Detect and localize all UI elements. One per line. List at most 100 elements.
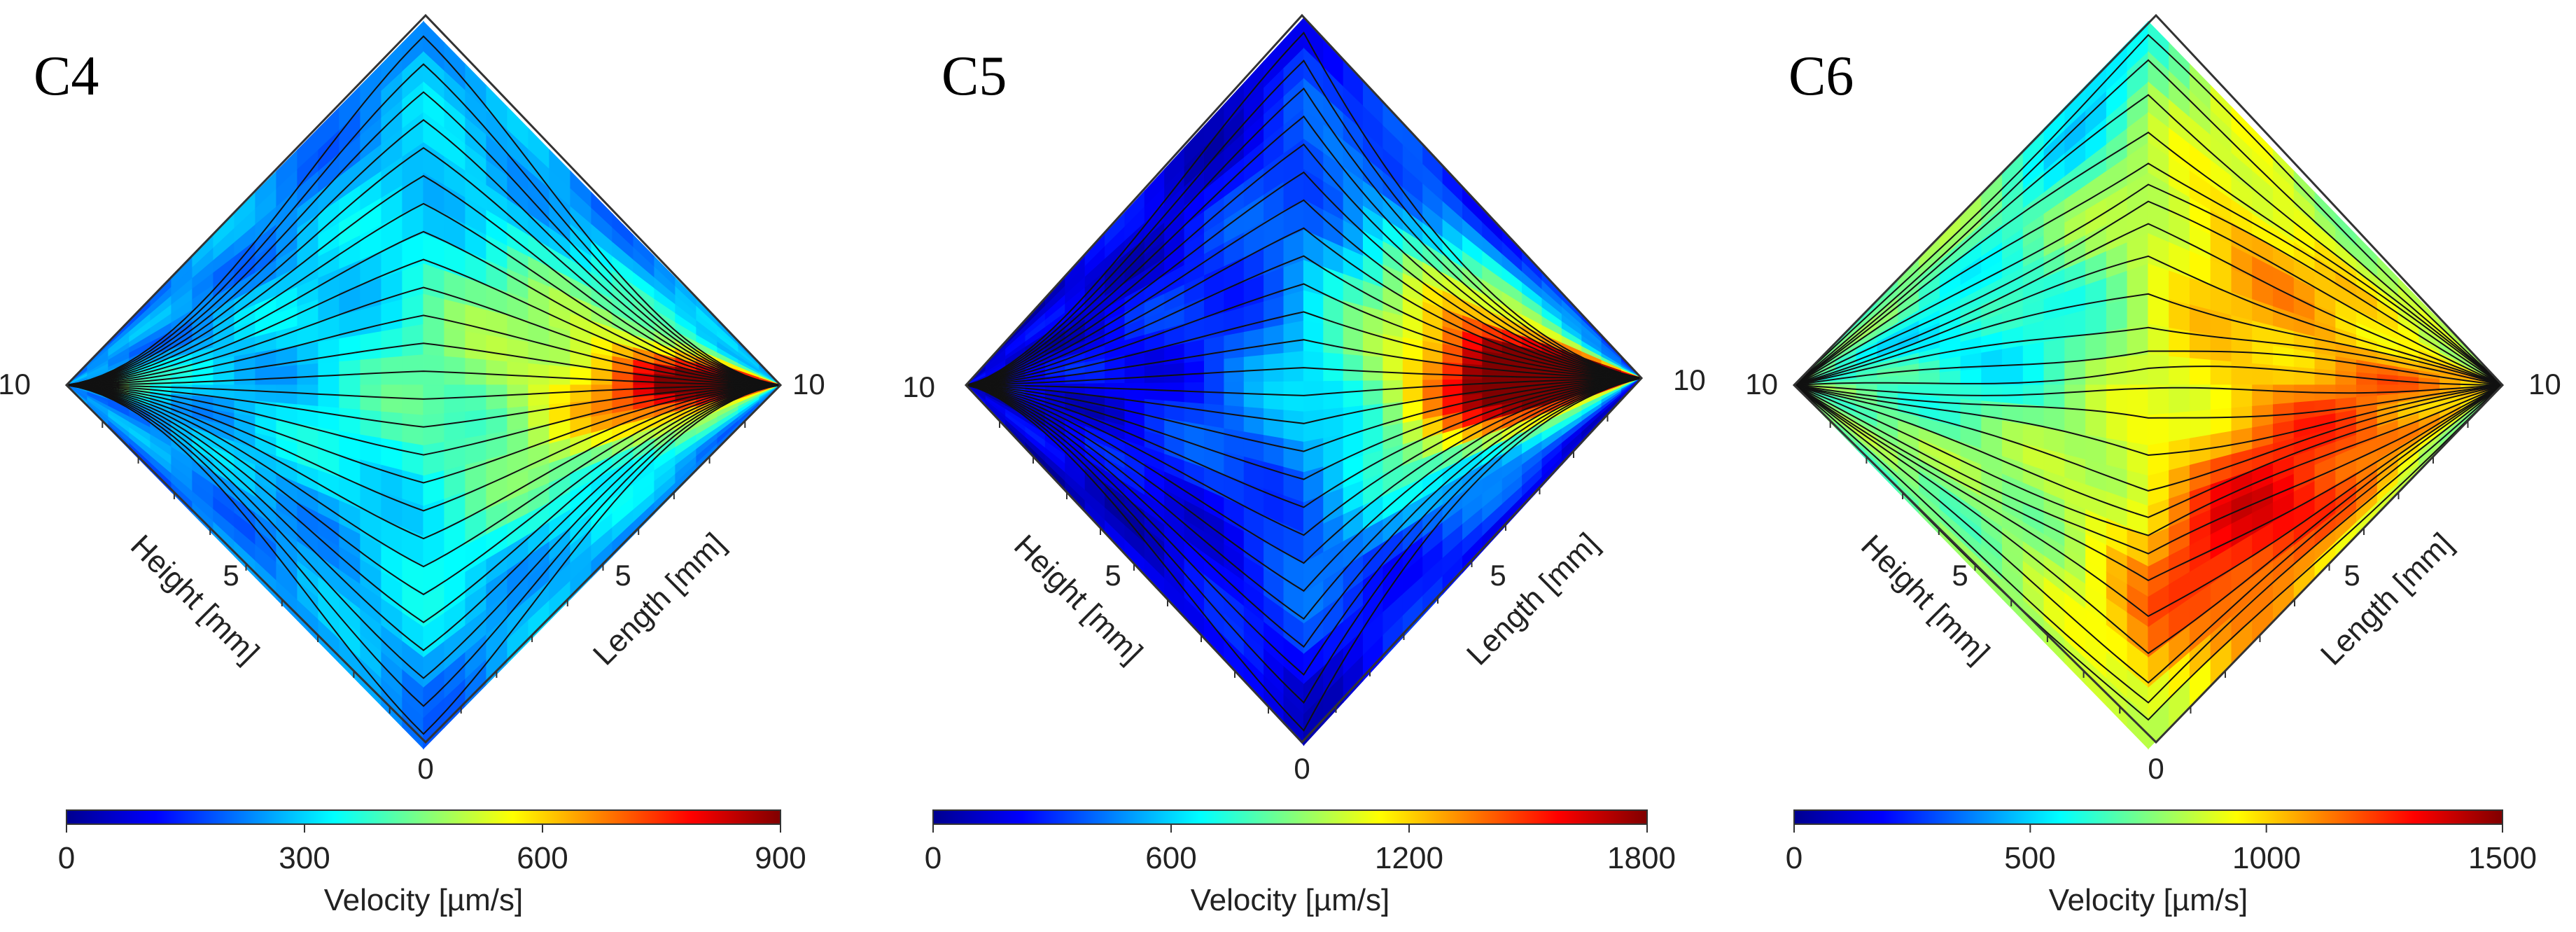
heatmap-cell xyxy=(381,384,403,415)
heatmap-cell xyxy=(360,409,382,440)
heatmap-cell xyxy=(2189,358,2211,386)
heatmap-cell xyxy=(381,411,403,443)
heatmap-cell xyxy=(1323,324,1344,355)
heatmap-cell xyxy=(2127,441,2149,477)
axis-tick-marks xyxy=(999,415,1609,714)
heatmap-cell xyxy=(1343,327,1364,357)
heatmap-cell xyxy=(2043,338,2066,365)
heatmap-cell xyxy=(465,331,487,361)
colorbar-tick-label: 300 xyxy=(279,841,330,875)
streamlines xyxy=(965,32,1642,732)
streamline xyxy=(66,384,781,456)
heatmap-cell xyxy=(507,361,529,386)
streamline xyxy=(965,143,1642,386)
streamline xyxy=(1793,384,2503,618)
heatmap-cell xyxy=(1303,351,1324,382)
panel-c6: C6 10 10 0 5 5 Height [mm] Length [mm] 0… xyxy=(1745,13,2561,917)
streamline xyxy=(66,384,781,679)
tick-left-10: 10 xyxy=(902,370,935,403)
heatmap-cell xyxy=(297,363,319,386)
tick-height-5: 5 xyxy=(1952,559,1968,592)
heatmap-cell xyxy=(1224,331,1245,360)
heatmap-cell xyxy=(2085,384,2108,412)
streamline xyxy=(1793,384,2503,518)
streamline xyxy=(66,384,781,400)
heatmap-cell xyxy=(1877,375,1899,386)
streamline xyxy=(1793,183,2503,386)
domain-outline xyxy=(1792,13,2505,744)
heatmap-cell xyxy=(423,354,445,386)
heatmap-cell xyxy=(2148,384,2170,416)
heatmap-cell xyxy=(2085,358,2108,386)
colorbar-tick-label: 0 xyxy=(925,841,941,875)
heatmap-cell xyxy=(1164,343,1185,366)
heatmap-cell xyxy=(1243,354,1265,383)
heatmap-cell xyxy=(1164,382,1185,403)
heatmap-cell xyxy=(2085,331,2108,361)
heatmap-cell xyxy=(1283,410,1305,443)
heatmap-cell xyxy=(2273,365,2295,386)
tick-length-5: 5 xyxy=(2344,559,2360,592)
heatmap-cell xyxy=(255,384,277,404)
streamline xyxy=(965,377,1642,676)
streamline xyxy=(66,63,781,386)
colorbar: 0 300 600 900 Velocity [µm/s] xyxy=(58,809,806,917)
colorbar-tick-label: 500 xyxy=(2004,841,2055,875)
streamline xyxy=(66,384,781,596)
heatmap-cell xyxy=(1303,320,1324,354)
heatmap-cell xyxy=(2231,361,2253,386)
streamline xyxy=(66,258,781,386)
heatmap-cell xyxy=(465,409,487,440)
streamline xyxy=(66,384,781,484)
heatmap-cell xyxy=(1323,380,1344,411)
heatmap-cell xyxy=(1283,381,1305,412)
tick-left-10: 10 xyxy=(1745,368,1778,401)
heatmap-cell xyxy=(2169,356,2191,386)
streamline xyxy=(965,377,1642,592)
colorbar-label: Velocity [µm/s] xyxy=(324,883,524,917)
streamline xyxy=(1793,384,2503,684)
heatmap-cell xyxy=(1264,381,1284,411)
heatmap-cell xyxy=(1362,355,1384,382)
streamline xyxy=(965,339,1642,386)
heatmap-cell xyxy=(1224,405,1245,433)
heatmap-cell xyxy=(381,299,403,333)
heatmap-cell xyxy=(1482,379,1503,395)
heatmap-cell xyxy=(1105,382,1126,398)
heatmap-cell xyxy=(318,361,340,386)
streamline xyxy=(1793,384,2503,419)
heatmap-cell xyxy=(507,384,529,409)
heatmap-cell xyxy=(360,304,382,336)
colorbar-tick-label: 0 xyxy=(1786,841,1802,875)
streamline xyxy=(66,342,781,386)
heatmap-cell xyxy=(2085,304,2108,336)
streamline xyxy=(1793,384,2503,582)
colorbar-ticks xyxy=(66,824,781,833)
colorbar-tick-label: 600 xyxy=(517,841,568,875)
streamline xyxy=(965,377,1642,536)
heatmap-cell xyxy=(297,342,319,366)
heatmap-cell xyxy=(528,404,550,429)
heatmap-cell xyxy=(2064,359,2087,386)
colorbar-tick-label: 600 xyxy=(1145,841,1196,875)
heatmap-cell xyxy=(2127,413,2149,447)
heatmap-cell xyxy=(1203,359,1225,384)
streamline xyxy=(1793,384,2503,704)
heatmap-cell xyxy=(318,338,340,365)
heatmap-cell xyxy=(1144,382,1166,402)
streamline xyxy=(965,87,1642,386)
streamline xyxy=(66,384,781,707)
heatmap-cell xyxy=(1124,382,1146,400)
heatmap-cell xyxy=(339,359,361,386)
heatmap-cell xyxy=(2210,309,2232,340)
heatmap-cell xyxy=(2106,411,2128,443)
heatmap-cell xyxy=(276,365,298,386)
heatmap-cell xyxy=(1184,339,1205,364)
heatmap-cell xyxy=(2210,335,2232,363)
heatmap-cell xyxy=(360,384,382,412)
colorbar: 0 600 1200 1800 Velocity [µm/s] xyxy=(925,809,1676,917)
heatmap-cell xyxy=(1323,295,1344,328)
heatmap-cell xyxy=(2314,368,2337,386)
streamline xyxy=(965,283,1642,386)
